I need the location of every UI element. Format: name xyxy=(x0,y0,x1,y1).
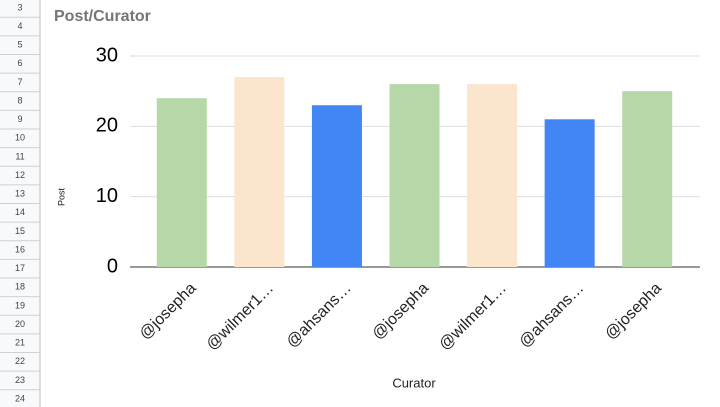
row-number: 17 xyxy=(15,263,25,273)
row-number: 14 xyxy=(15,207,25,217)
x-tick-label: @wilmer1… xyxy=(436,280,510,354)
x-tick-label: @ahsans… xyxy=(283,280,354,351)
chart-title: Post/Curator xyxy=(54,8,151,25)
row-number: 8 xyxy=(17,95,22,105)
bar xyxy=(234,77,285,267)
row-number: 21 xyxy=(15,338,25,348)
row-number: 6 xyxy=(17,58,22,68)
row-number: 10 xyxy=(15,133,25,143)
row-number: 24 xyxy=(15,393,25,403)
bar xyxy=(389,84,440,267)
row-number: 3 xyxy=(17,2,22,12)
row-number: 5 xyxy=(17,40,22,50)
row-number: 12 xyxy=(15,170,25,180)
row-number: 20 xyxy=(15,319,25,329)
y-tick-label: 0 xyxy=(107,255,118,277)
row-number: 19 xyxy=(15,300,25,310)
row-number: 7 xyxy=(17,77,22,87)
bar xyxy=(544,119,595,267)
y-tick-label: 30 xyxy=(96,44,118,66)
x-tick-label: @josepha xyxy=(602,280,665,343)
x-axis-label: Curator xyxy=(392,375,436,390)
row-number: 16 xyxy=(15,244,25,254)
x-tick-label: @wilmer1… xyxy=(203,280,277,354)
y-tick-label: 10 xyxy=(96,185,118,207)
x-tick-label: @ahsans… xyxy=(516,280,587,351)
x-tick-label: @josepha xyxy=(136,280,199,343)
row-number: 4 xyxy=(17,21,22,31)
row-number: 15 xyxy=(15,226,25,236)
bar xyxy=(467,84,518,267)
row-number: 11 xyxy=(15,151,24,161)
row-number: 9 xyxy=(17,114,22,124)
row-number: 22 xyxy=(15,356,25,366)
y-tick-label: 20 xyxy=(96,115,118,137)
row-number: 13 xyxy=(15,189,25,199)
x-tick-label: @josepha xyxy=(369,280,432,343)
bar xyxy=(156,98,207,267)
y-axis-label: Post xyxy=(56,187,66,206)
row-number: 23 xyxy=(15,375,25,385)
bar xyxy=(622,91,673,268)
bar xyxy=(311,105,362,267)
row-number: 18 xyxy=(15,282,25,292)
